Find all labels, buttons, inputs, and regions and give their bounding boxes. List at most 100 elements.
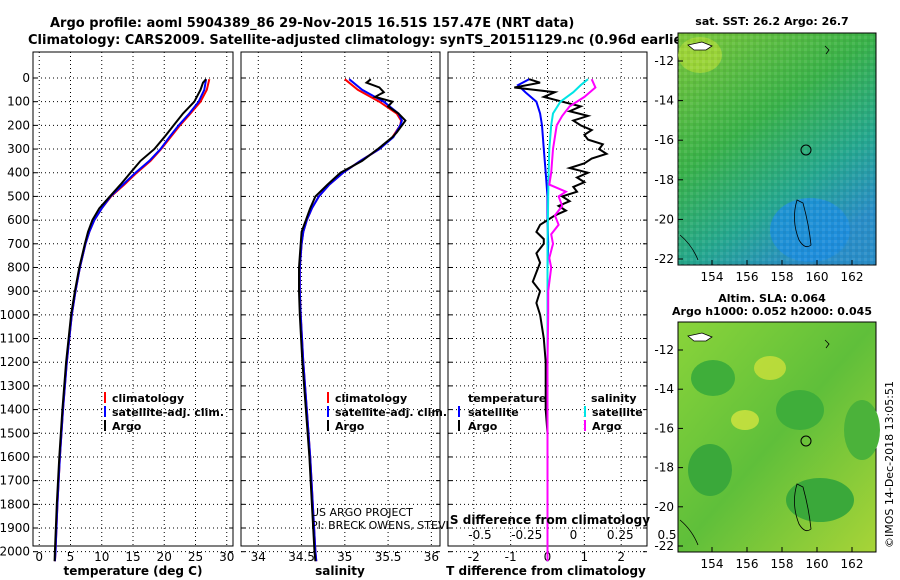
lon-tick-label: 156	[736, 270, 759, 284]
series-line-salinity-argo	[546, 78, 597, 562]
depth-tick-label: 600	[7, 213, 30, 227]
float-location-marker	[800, 435, 812, 447]
x-tick-label: 0	[35, 550, 43, 564]
x-tick-label: -1	[505, 550, 517, 564]
s-tick-label: 0	[570, 528, 578, 542]
salinity-axes-frame	[240, 51, 441, 547]
legend-satellite-label: satellite-adj. clim.	[335, 406, 447, 419]
x-tick-label: 2	[617, 550, 625, 564]
legend-satellite-swatch	[327, 406, 329, 417]
lat-tick-label: -20	[654, 212, 674, 226]
lat-tick-label: -14	[654, 94, 674, 108]
legend-argo-swatch	[104, 420, 106, 431]
depth-tick-label: 2000	[0, 545, 30, 559]
depth-tick-label: 300	[7, 142, 30, 156]
coastline-icon	[687, 332, 713, 342]
float-location-marker	[800, 144, 812, 156]
coastline-icon	[687, 41, 713, 51]
temperature-axes-frame	[32, 51, 234, 547]
depth-tick-label: 1400	[0, 403, 30, 417]
salinity-xlabel: salinity	[315, 564, 365, 578]
x-tick-label: 34.5	[288, 550, 315, 564]
depth-tick-labels: 0 100 200 300 400 500 600 700 800 900 1000 1100 1200…	[0, 71, 30, 559]
sla-anomaly-region	[776, 390, 824, 430]
series-line-argo	[298, 78, 407, 562]
legend-s-argo-swatch	[584, 420, 586, 431]
lat-tick-label: -18	[654, 173, 674, 187]
depth-tick-label: 100	[7, 95, 30, 109]
depth-tick-label: 1300	[0, 379, 30, 393]
sla-map-title-1: Altim. SLA: 0.064	[718, 292, 826, 305]
salinity-grid	[241, 52, 440, 553]
temperature-tick-labels: 0 5 10 15 20 25 30	[35, 550, 234, 564]
s-tick-label: 0.5	[657, 528, 676, 542]
reef-contour-icon	[679, 234, 699, 261]
temperature-xlabel: temperature (deg C)	[64, 564, 203, 578]
reef-contour-icon	[824, 339, 830, 349]
series-line-temperature-argo	[514, 78, 609, 562]
depth-tick-label: 900	[7, 284, 30, 298]
temperature-grid	[33, 52, 233, 553]
lat-tick-label: -22	[654, 539, 674, 553]
salinity-legend: climatology satellite-adj. clim. Argo	[327, 392, 447, 433]
salinity-tick-labels: 34 34.5 35 35.5 36	[251, 550, 439, 564]
sla-lat-tick-labels: -12 -14 -16 -18 -20 -22	[654, 343, 683, 553]
sla-anomaly-region	[786, 478, 854, 522]
depth-tick-label: 700	[7, 237, 30, 251]
depth-tick-label: 1100	[0, 332, 30, 346]
sst-map-title: sat. SST: 26.2 Argo: 26.7	[695, 15, 848, 28]
sla-map: Altim. SLA: 0.064 Argo h1000: 0.052 h200…	[654, 292, 880, 571]
legend-t-argo-label: Argo	[468, 420, 498, 433]
sla-high-region	[731, 410, 759, 430]
temperature-series	[53, 78, 211, 562]
legend-temperature-heading: temperature	[468, 392, 546, 405]
lon-tick-label: 158	[771, 270, 794, 284]
difference-series	[514, 78, 609, 562]
s-tick-label: 0.25	[607, 528, 634, 542]
depth-tick-label: 1200	[0, 355, 30, 369]
x-tick-label: 5	[67, 550, 75, 564]
title-line-1: Argo profile: aoml 5904389_86 29-Nov-201…	[50, 16, 574, 31]
lon-tick-label: 162	[841, 270, 864, 284]
lon-tick-label: 158	[771, 557, 794, 571]
lon-tick-label: 160	[806, 557, 829, 571]
salinity-panel: 34 34.5 35 35.5 36 salinity climatology sate…	[240, 51, 565, 578]
legend-climatology-label: climatology	[335, 392, 407, 405]
legend-salinity-heading: salinity	[591, 392, 637, 405]
x-tick-label: 15	[125, 550, 140, 564]
depth-tick-label: 1700	[0, 474, 30, 488]
depth-tick-label: 200	[7, 118, 30, 132]
depth-tick-label: 1000	[0, 308, 30, 322]
legend-s-satellite-label: satellite	[592, 406, 643, 419]
t-difference-xlabel: T difference from climatology	[446, 564, 646, 578]
x-tick-label: 1	[581, 550, 589, 564]
depth-tick-label: 0	[22, 71, 30, 85]
x-tick-label: 35.5	[375, 550, 402, 564]
lat-tick-label: -16	[654, 421, 674, 435]
difference-panel: -2 -1 0 1 2 -0.5 -0.25 0 0.25 0.5 T difference f…	[446, 51, 677, 578]
x-tick-label: 30	[219, 550, 234, 564]
legend-satellite-label: satellite-adj. clim.	[112, 406, 224, 419]
watermark: ©IMOS 14-Dec-2018 13:05:51	[883, 381, 896, 548]
lat-tick-label: -12	[654, 343, 674, 357]
difference-legend: temperature salinity satellite Argo sate…	[458, 392, 643, 433]
lat-tick-label: -22	[654, 252, 674, 266]
lat-tick-label: -16	[654, 133, 674, 147]
legend-t-argo-swatch	[458, 420, 460, 431]
legend-argo-swatch	[327, 420, 329, 431]
sst-lon-tick-labels: 154 156 158 160 162	[701, 260, 864, 284]
sst-pixel-texture	[678, 33, 876, 265]
lon-tick-label: 154	[701, 270, 724, 284]
depth-tick-label: 500	[7, 189, 30, 203]
legend-s-satellite-swatch	[584, 406, 586, 417]
lon-tick-label: 154	[701, 557, 724, 571]
legend-satellite-swatch	[104, 406, 106, 417]
t-difference-tick-labels: -2 -1 0 1 2	[468, 550, 625, 564]
title-line-2: Climatology: CARS2009. Satellite-adjuste…	[28, 33, 695, 48]
s-difference-xlabel: S difference from climatology	[450, 513, 650, 527]
x-tick-label: 20	[157, 550, 172, 564]
legend-climatology-swatch	[104, 392, 106, 403]
reef-contour-icon	[794, 483, 812, 532]
x-tick-label: -2	[468, 550, 480, 564]
depth-tick-label: 1900	[0, 521, 30, 535]
